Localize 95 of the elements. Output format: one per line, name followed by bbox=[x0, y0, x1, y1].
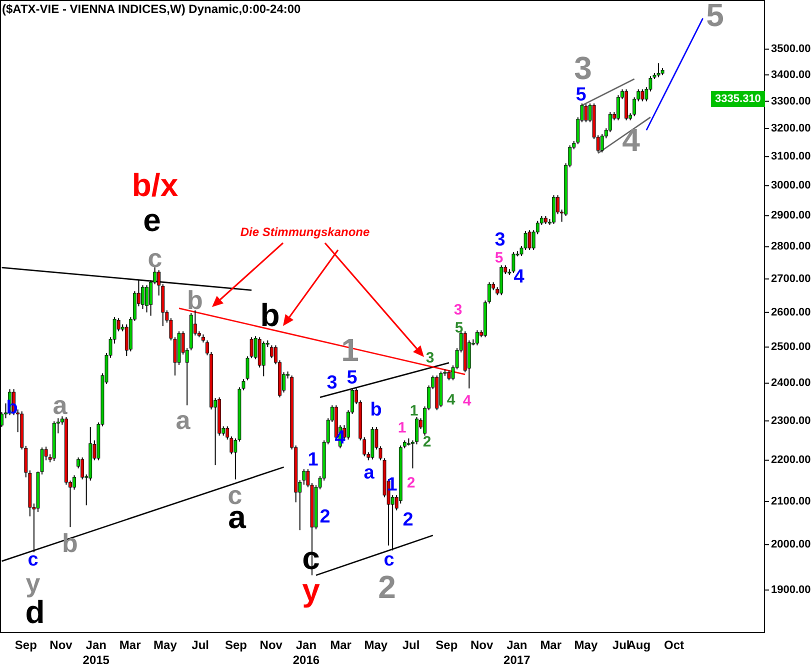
x-tick-label: Sep bbox=[436, 638, 458, 652]
annotation: 2 bbox=[320, 506, 330, 528]
candlestick bbox=[475, 330, 479, 346]
x-tick-label: Jan 2015 bbox=[82, 638, 110, 667]
annotation: 5 bbox=[576, 84, 587, 106]
candlestick bbox=[72, 474, 76, 490]
x-tick-label: May bbox=[364, 638, 388, 652]
y-tick-label: 2800.00 bbox=[771, 240, 811, 253]
annotation: b bbox=[6, 398, 18, 418]
annotation: 1 bbox=[308, 450, 319, 470]
candlestick bbox=[145, 284, 148, 313]
candlestick bbox=[512, 252, 516, 274]
annotation: 3 bbox=[454, 302, 462, 318]
annotation: a bbox=[176, 405, 191, 435]
annotation: Die Stimmungskanone bbox=[240, 225, 370, 239]
x-tick-label: Jul bbox=[192, 638, 209, 652]
annotation: 2 bbox=[378, 569, 396, 605]
candlestick bbox=[447, 370, 451, 381]
annotation: b bbox=[370, 400, 382, 420]
annotation: a bbox=[52, 390, 68, 420]
x-tick-label: May bbox=[574, 638, 598, 652]
candlestick bbox=[270, 344, 274, 359]
annotation: 3 bbox=[326, 372, 338, 394]
annotation: y bbox=[302, 572, 320, 608]
annotation: 1 bbox=[410, 402, 418, 420]
y-tick-label: 2700.00 bbox=[771, 272, 811, 285]
x-tick-label: Jan 2017 bbox=[504, 638, 531, 667]
candlestick bbox=[206, 340, 209, 356]
annotation: 3 bbox=[574, 50, 592, 86]
candlestick bbox=[528, 230, 532, 250]
candlestick bbox=[584, 104, 588, 123]
annotation: 4 bbox=[514, 266, 525, 288]
x-tick-label: Jan 2016 bbox=[292, 638, 320, 667]
x-tick-label: Sep bbox=[14, 638, 37, 652]
y-tick-label: 2200.00 bbox=[771, 454, 811, 466]
annotation: 5 bbox=[346, 368, 358, 388]
annotation: 2 bbox=[402, 510, 414, 530]
annotation: 4 bbox=[334, 428, 346, 448]
annotation: 3 bbox=[426, 350, 434, 366]
annotation: c bbox=[28, 550, 39, 570]
y-tick-label: 2500.00 bbox=[771, 341, 811, 354]
x-tick-label: Sep bbox=[224, 638, 248, 652]
x-tick-label: May bbox=[154, 638, 178, 652]
y-tick-label: 2900.00 bbox=[771, 210, 811, 222]
y-tick-label: 2400.00 bbox=[771, 377, 811, 390]
candlestick bbox=[608, 112, 612, 133]
candlestick bbox=[250, 336, 254, 359]
annotation: 2 bbox=[406, 474, 416, 492]
x-tick-label: Mar bbox=[540, 638, 562, 652]
candlestick bbox=[80, 456, 84, 480]
x-tick-label: Nov bbox=[470, 638, 494, 652]
annotation: 2 bbox=[422, 434, 432, 450]
annotation: 4 bbox=[446, 392, 456, 408]
annotation: b bbox=[260, 297, 280, 333]
y-tick-label: 3000.00 bbox=[771, 180, 811, 192]
chart-title: ($ATX-VIE - VIENNA INDICES,W) Dynamic,0:00-24:00 bbox=[2, 2, 302, 16]
y-tick-label: 2600.00 bbox=[771, 306, 811, 318]
x-tick-label: Mar bbox=[330, 638, 352, 652]
x-tick-label: Jul bbox=[402, 638, 420, 652]
annotation: 5 bbox=[706, 0, 724, 33]
annotation: c bbox=[148, 243, 162, 273]
y-tick-label: 3200.00 bbox=[771, 122, 811, 135]
annotation: 4 bbox=[622, 122, 640, 158]
candlestick bbox=[640, 88, 644, 102]
y-tick-label: 1900.00 bbox=[771, 584, 811, 596]
annotation: b bbox=[187, 285, 203, 315]
annotation: e bbox=[143, 202, 161, 238]
y-tick-label: 2100.00 bbox=[771, 495, 811, 508]
x-tick-label: Oct bbox=[664, 638, 684, 652]
y-tick-label: 3300.00 bbox=[771, 95, 811, 108]
candlestick bbox=[246, 356, 250, 381]
y-tick-label: 2300.00 bbox=[771, 414, 811, 427]
annotation: a bbox=[364, 462, 375, 484]
x-tick-label: Mar bbox=[119, 638, 142, 652]
candlestick bbox=[524, 230, 528, 250]
candlestick bbox=[488, 282, 491, 304]
y-tick-label: 2000.00 bbox=[771, 538, 811, 551]
annotation: 3 bbox=[494, 230, 506, 250]
y-tick-label: 3500.00 bbox=[771, 43, 811, 56]
annotation: b/x bbox=[132, 167, 178, 203]
candlestick bbox=[262, 340, 266, 377]
annotation: 1 bbox=[398, 420, 406, 436]
x-tick-label: Nov bbox=[50, 638, 73, 652]
annotation: 4 bbox=[462, 392, 472, 410]
y-tick-label: 3100.00 bbox=[771, 150, 811, 163]
x-tick-label: Nov bbox=[260, 638, 283, 652]
annotation: 5 bbox=[454, 320, 464, 336]
annotation: c bbox=[384, 550, 395, 570]
y-tick-label: 3400.00 bbox=[771, 68, 811, 81]
annotation: 5 bbox=[494, 250, 504, 266]
candlestick bbox=[415, 416, 418, 445]
annotation: 3335.310 bbox=[715, 93, 761, 105]
x-tick-label: Jul bbox=[612, 638, 630, 652]
candlestick bbox=[141, 284, 144, 310]
candlestick bbox=[656, 62, 660, 78]
